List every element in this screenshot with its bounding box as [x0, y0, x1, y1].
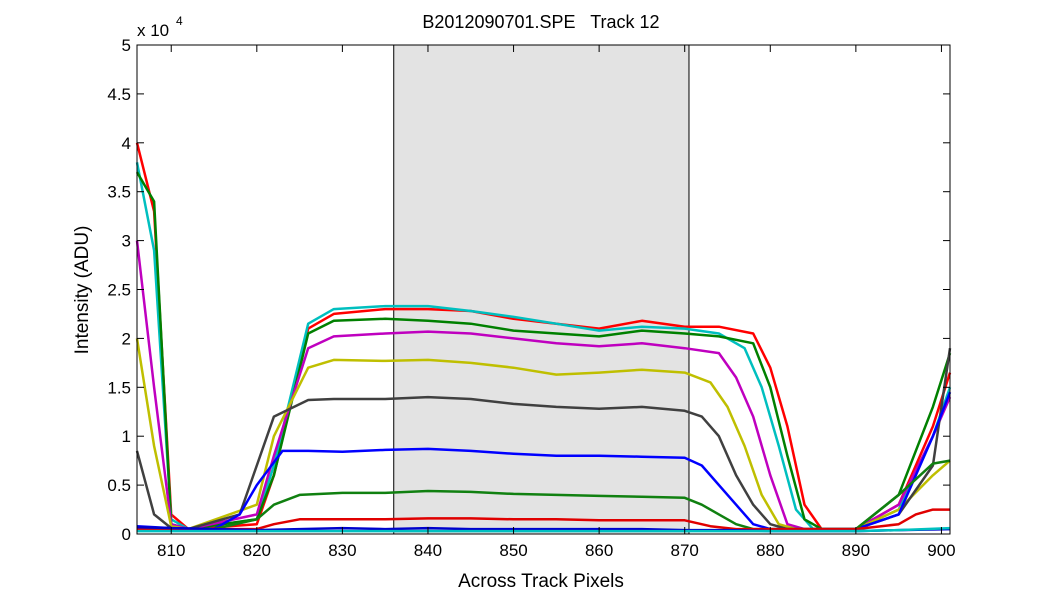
y-tick-label: 0	[122, 525, 131, 544]
x-tick-label: 860	[585, 541, 613, 560]
y-tick-label: 5	[122, 36, 131, 55]
x-tick-label: 890	[842, 541, 870, 560]
y-tick-label: 2.5	[107, 281, 131, 300]
highlight-region-layer	[393, 45, 690, 534]
x-tick-label: 880	[756, 541, 784, 560]
chart-title: B2012090701.SPE Track 12	[422, 12, 659, 32]
y-exponent-base: x 10	[137, 21, 169, 40]
series-line-3	[135, 171, 952, 531]
x-tick-label: 870	[671, 541, 699, 560]
highlight-region	[393, 45, 689, 534]
x-tick-label: 820	[243, 541, 271, 560]
y-tick-label: 2	[122, 329, 131, 348]
x-tick-label: 840	[414, 541, 442, 560]
y-ticks: 0 0.5 1 1.5 2 2.5 3 3.5 4 4.5 5	[107, 36, 950, 544]
y-exponent-power: 4	[176, 14, 183, 28]
x-ticks: 810 820 830 840 850 860 870 880 890 900	[157, 45, 956, 560]
y-tick-label: 3.5	[107, 183, 131, 202]
y-tick-label: 3	[122, 232, 131, 251]
x-tick-label: 810	[157, 541, 185, 560]
x-axis-label: Across Track Pixels	[458, 571, 624, 592]
y-tick-label: 1.5	[107, 378, 131, 397]
y-axis-label: Intensity (ADU)	[72, 226, 93, 355]
series-line-9	[137, 508, 950, 531]
y-tick-label: 4	[122, 134, 131, 153]
x-tick-label: 900	[927, 541, 955, 560]
x-tick-label: 830	[328, 541, 356, 560]
x-tick-label: 850	[499, 541, 527, 560]
y-tick-label: 0.5	[107, 476, 131, 495]
y-tick-label: 4.5	[107, 85, 131, 104]
series-line-11	[137, 526, 951, 533]
series-layer	[135, 142, 952, 533]
y-tick-label: 1	[122, 427, 131, 446]
